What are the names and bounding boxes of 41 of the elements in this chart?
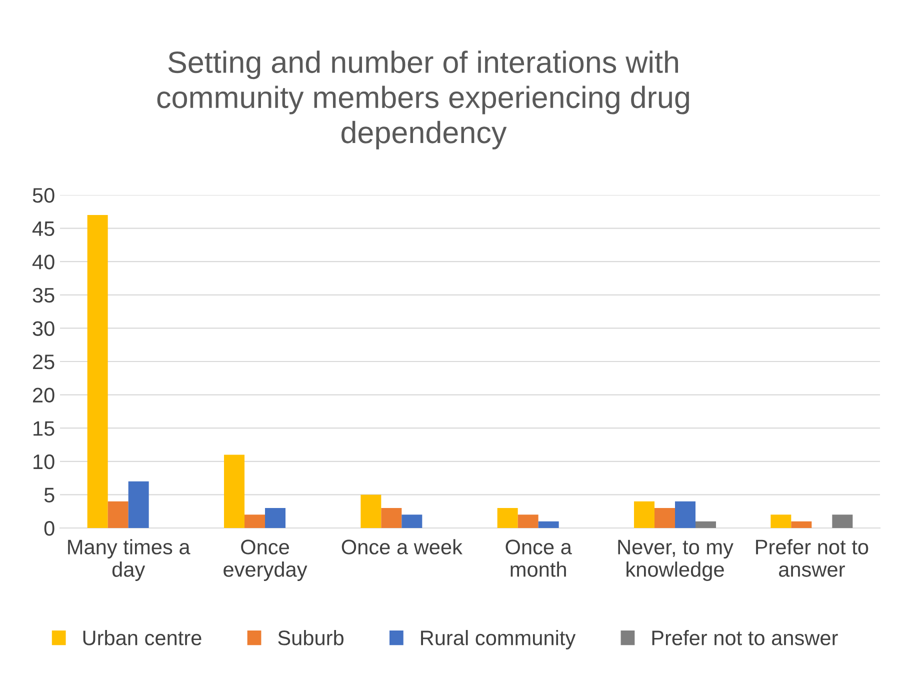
bar: [654, 508, 675, 528]
bar: [675, 501, 696, 528]
bar: [791, 521, 812, 528]
x-tick-label: Prefer not to answer: [756, 539, 868, 577]
bar: [538, 521, 559, 528]
y-tick-label: 15: [34, 421, 54, 436]
bar: [497, 508, 518, 528]
bar: [244, 514, 265, 528]
x-tick-label: Once a week: [342, 539, 462, 554]
y-tick-label: 35: [32, 288, 54, 303]
y-tick-label: 25: [33, 354, 54, 370]
bar: [832, 514, 853, 528]
bar: [402, 514, 422, 528]
legend-label: Rural community: [421, 630, 576, 650]
chart-title: Setting and number of interations with community members experiencing drug dependency: [157, 50, 689, 150]
y-tick-label: 40: [32, 254, 54, 270]
y-tick-label: 45: [32, 222, 54, 236]
bar: [696, 521, 716, 528]
bar: [381, 508, 402, 528]
bar: [360, 494, 382, 528]
x-tick-label: Once everyday: [224, 540, 308, 581]
bar: [108, 501, 128, 528]
bar: [224, 454, 244, 528]
legend-label: Prefer not to answer: [652, 630, 838, 646]
bar: [770, 514, 792, 528]
legend-label: Suburb: [278, 630, 344, 646]
bar: [518, 514, 538, 528]
bar: [634, 501, 654, 528]
y-tick-label: 20: [33, 388, 54, 403]
y-tick-label: 10: [34, 454, 54, 470]
x-tick-label: Many times a day: [68, 539, 190, 581]
x-tick-label: Once a month: [506, 540, 572, 577]
bar: [87, 214, 108, 528]
x-tick-label: Never, to my knowledge: [618, 540, 734, 581]
legend-label: Urban centre: [83, 630, 202, 646]
bar: [265, 508, 286, 528]
y-tick-label: 50: [32, 188, 54, 203]
y-tick-label: 30: [32, 321, 54, 336]
y-tick-label: 5: [44, 488, 54, 502]
bar: [128, 481, 149, 528]
y-tick-label: 0: [44, 521, 54, 536]
